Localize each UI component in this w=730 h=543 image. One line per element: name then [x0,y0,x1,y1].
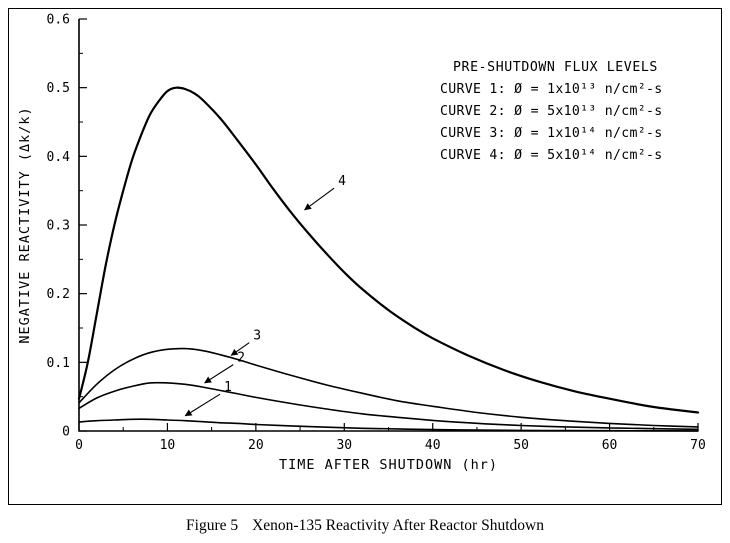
x-tick-label: 20 [248,438,264,453]
curve-label-arrow [304,187,335,211]
curve-label: 3 [253,329,261,344]
y-tick-label: 0.6 [47,13,70,28]
y-tick-label: 0.3 [47,219,70,234]
legend-entry: CURVE 4: Ø = 5x10¹⁴ n/cm²-s [440,148,662,163]
x-tick-label: 10 [160,438,176,453]
curve-3 [78,347,699,428]
x-tick-label: 60 [602,438,618,453]
legend-entry: CURVE 1: Ø = 1x10¹³ n/cm²-s [440,82,662,97]
y-tick-label: 0.1 [47,356,70,371]
figure-frame: 0 0.1 0.2 0.3 0.4 0.5 0.6 0 10 20 30 40 50 60 70 TIME A… [8,8,722,505]
curve-label-arrow [204,364,234,384]
legend-title: PRE-SHUTDOWN FLUX LEVELS [453,60,658,75]
xenon-chart: 0 0.1 0.2 0.3 0.4 0.5 0.6 0 10 20 30 40 50 60 70 TIME A… [17,13,706,474]
x-axis-title: TIME AFTER SHUTDOWN (hr) [279,457,498,473]
figure-caption: Figure 5 Xenon-135 Reactivity After React… [0,517,730,535]
x-tick-label: 40 [425,438,441,453]
legend-entry: CURVE 2: Ø = 5x10¹³ n/cm²-s [440,104,662,119]
x-tick-label: 70 [690,438,706,453]
chart-legend: PRE-SHUTDOWN FLUX LEVELS CURVE 1: Ø = 1x1… [440,60,662,163]
figure-caption-label: Figure 5 [186,517,239,534]
x-tick-label: 30 [336,438,352,453]
figure-caption-text: Xenon-135 Reactivity After Reactor Shutd… [252,517,544,534]
y-tick-label: 0.5 [47,81,70,96]
curve-2 [78,381,699,431]
chart-curves [77,86,700,432]
curve-label: 4 [338,174,346,189]
curve-label: 1 [224,380,232,395]
axis-lines [78,19,698,432]
y-tick-label: 0.4 [47,150,71,165]
curve-4 [77,86,700,414]
curve-1 [78,418,699,432]
curve-label: 2 [237,351,245,366]
y-tick-label: 0 [62,425,70,440]
legend-entry: CURVE 3: Ø = 1x10¹⁴ n/cm²-s [440,126,662,141]
x-tick-label: 0 [75,438,83,453]
chart-annotations: 4 321 [184,174,346,417]
x-tick-label: 50 [513,438,529,453]
curve-label-arrow [230,342,250,356]
y-axis-title: NEGATIVE REACTIVITY (Δk/k) [17,106,33,343]
curve-label-arrow [184,393,221,417]
y-tick-label: 0.2 [47,287,70,302]
